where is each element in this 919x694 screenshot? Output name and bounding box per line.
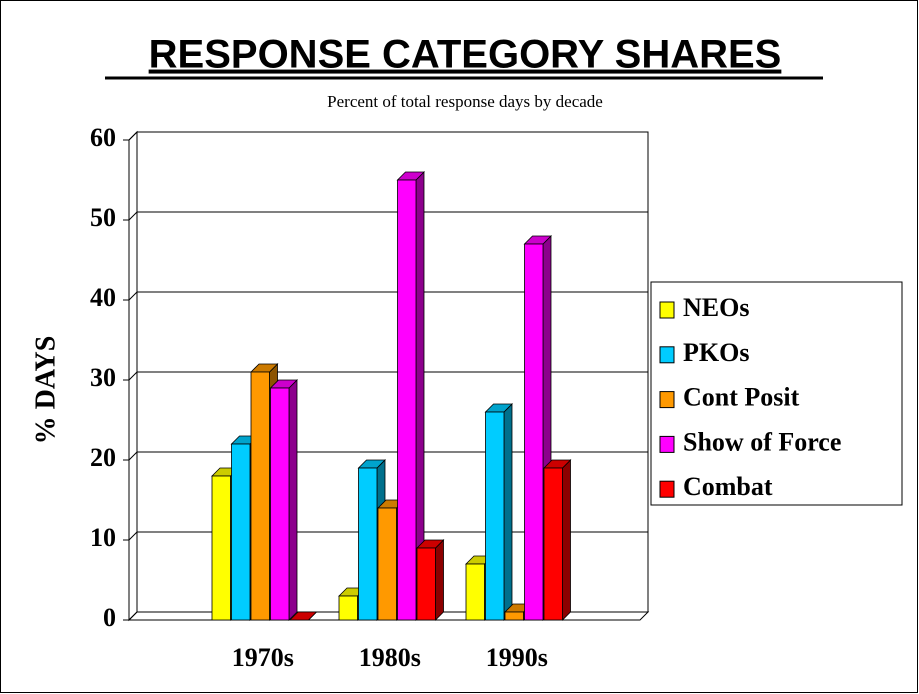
bar [543, 467, 563, 621]
bar-side [288, 379, 298, 621]
chart-title: RESPONSE CATEGORY SHARES [149, 33, 782, 77]
bar-side [562, 459, 571, 621]
legend-label: NEOs [683, 293, 749, 322]
y-axis-label: % DAYS [30, 336, 61, 445]
x-tick-label: 1980s [359, 643, 421, 672]
legend-label: Combat [683, 472, 773, 501]
y-tick-label: 20 [90, 443, 116, 472]
y-tick-label: 30 [90, 363, 116, 392]
bar [358, 467, 378, 621]
bar [485, 411, 505, 621]
bar [211, 475, 231, 621]
bar [377, 507, 397, 621]
bar [397, 179, 417, 621]
bar [416, 547, 436, 621]
bar [338, 595, 358, 621]
legend-swatch [659, 435, 675, 453]
legend [650, 281, 903, 506]
legend-label: Show of Force [683, 427, 841, 456]
y-tick-label: 10 [90, 523, 116, 552]
bar [270, 387, 290, 621]
y-tick-label: 50 [90, 203, 116, 232]
bar [465, 563, 485, 621]
legend-swatch [659, 301, 675, 319]
grid-line-side [128, 611, 138, 621]
bar [231, 443, 251, 621]
bar-side [503, 403, 513, 621]
grid-line-side [128, 531, 138, 541]
y-tick-label: 60 [90, 123, 116, 152]
legend-label: Cont Posit [683, 383, 800, 412]
grid-line-side [128, 131, 138, 141]
bar [504, 611, 524, 621]
y-tick-label: 40 [90, 283, 116, 312]
bar-side [435, 539, 444, 621]
x-tick-label: 1970s [232, 643, 294, 672]
grid-line-side [128, 371, 138, 381]
legend-swatch [659, 480, 675, 498]
grid-line-side [128, 291, 138, 301]
grid-line-side [128, 451, 138, 461]
legend-label: PKOs [683, 338, 749, 367]
grid-line-side [128, 211, 138, 221]
chart-subtitle: Percent of total response days by decade [327, 92, 603, 111]
x-tick-label: 1990s [486, 643, 548, 672]
legend-swatch [659, 346, 675, 364]
bar [524, 243, 544, 621]
bar-top [289, 611, 318, 621]
bar [250, 371, 270, 621]
y-tick-label: 0 [103, 603, 116, 632]
legend-swatch [659, 391, 675, 409]
